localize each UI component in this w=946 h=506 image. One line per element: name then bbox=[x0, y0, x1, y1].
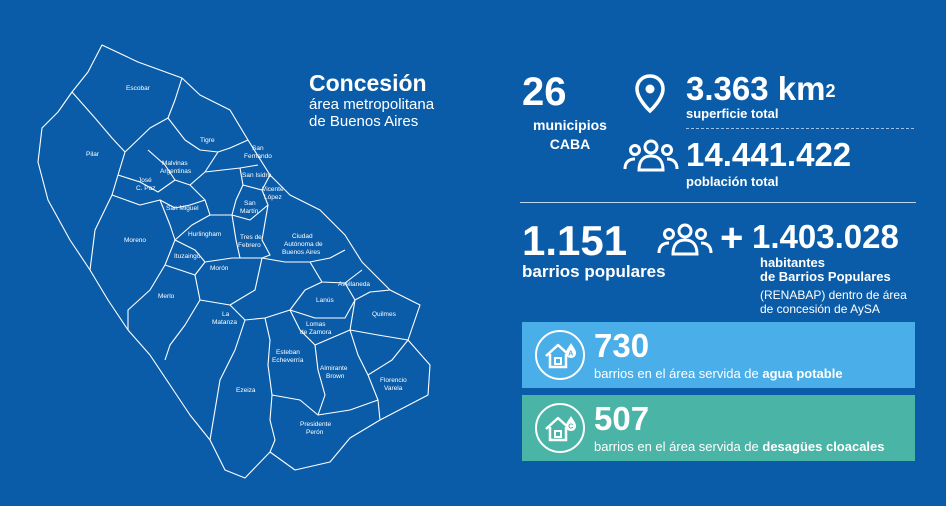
people-group-icon-2 bbox=[657, 223, 713, 256]
water-barrios-text: barrios en el área servida de agua potab… bbox=[594, 366, 843, 381]
surface-value: 3.363 km2 bbox=[686, 70, 835, 108]
population-value: 14.441.422 bbox=[686, 136, 852, 173]
map-label-vicente-lopez-2: López bbox=[264, 194, 282, 201]
municipios-label: municipios bbox=[533, 117, 607, 133]
surface-label: superficie total bbox=[686, 106, 779, 121]
map-label-esteban-echeverria-2: Echeverría bbox=[272, 357, 304, 364]
water-barrios-count: 730 bbox=[594, 327, 650, 364]
map-label-quilmes: Quilmes bbox=[372, 311, 397, 318]
map-label-ezeiza: Ezeiza bbox=[236, 387, 256, 394]
map-label-san-martin-2: Martín bbox=[240, 208, 259, 215]
people-group-icon bbox=[623, 139, 679, 172]
plus-sign: + bbox=[720, 216, 744, 260]
barrios-populares-label: barrios populares bbox=[522, 262, 666, 281]
map-label-pilar: Pilar bbox=[86, 151, 100, 158]
map-label-ituzaingo: Ituzaingó bbox=[174, 253, 201, 260]
habitantes-note-2: de concesión de AySA bbox=[760, 302, 880, 316]
population-label: población total bbox=[686, 174, 779, 189]
map-label-san-miguel: San Miguel bbox=[166, 205, 199, 212]
map-label-tres-de-febrero-2: Febrero bbox=[238, 242, 261, 249]
surface-unit-exponent: 2 bbox=[825, 81, 836, 101]
map-label-jose-c-paz: José bbox=[138, 177, 152, 184]
map-label-lomas-de-zamora: Lomas bbox=[306, 321, 326, 328]
barrios-populares-count: 1.151 bbox=[522, 217, 628, 264]
section-divider bbox=[520, 202, 916, 203]
svg-text:C: C bbox=[568, 424, 573, 431]
habitantes-value: 1.403.028 bbox=[752, 218, 899, 255]
map-label-hurlingham: Hurlingham bbox=[188, 231, 221, 238]
map-label-escobar: Escobar bbox=[126, 85, 151, 92]
habitantes-label: habitantes bbox=[760, 255, 826, 270]
service-box-water: A 730 barrios en el área servida de agua… bbox=[522, 322, 915, 388]
map-label-moron: Morón bbox=[210, 265, 229, 272]
sewer-text-bold: desagües cloacales bbox=[762, 439, 885, 454]
map-label-san-fernando-2: Fernando bbox=[244, 153, 272, 160]
municipios-count: 26 bbox=[522, 70, 567, 114]
location-pin-icon bbox=[635, 74, 665, 114]
svg-text:A: A bbox=[568, 351, 573, 358]
map-label-malvinas-2: Argentinas bbox=[160, 168, 192, 175]
sewer-barrios-count: 507 bbox=[594, 400, 650, 437]
concession-subtitle-line1: área metropolitana bbox=[309, 96, 435, 113]
map-label-almirante-brown: Almirante bbox=[320, 365, 348, 372]
map-label-malvinas: Malvinas bbox=[162, 160, 188, 167]
map-label-lomas-de-zamora-2: de Zamora bbox=[300, 329, 332, 336]
map-label-moreno: Moreno bbox=[124, 237, 146, 244]
municipios-label-block: municipios CABA bbox=[522, 116, 618, 154]
map-label-vicente-lopez: Vicente bbox=[262, 186, 284, 193]
map-label-tigre: Tigre bbox=[200, 137, 215, 144]
map-label-la-matanza: La bbox=[222, 311, 230, 318]
map-label-caba-2: Autónoma de bbox=[284, 241, 323, 248]
map-label-san-isidro: San Isidro bbox=[242, 172, 272, 179]
service-box-sewer: C 507 barrios en el área servida de desa… bbox=[522, 395, 915, 461]
map-label-merlo: Merlo bbox=[158, 293, 175, 300]
habitantes-note: (RENABAP) dentro de área bbox=[760, 288, 907, 302]
house-water-icon: A bbox=[535, 330, 585, 380]
stats-dashed-divider bbox=[686, 128, 914, 129]
map-label-la-matanza-2: Matanza bbox=[212, 319, 237, 326]
map-label-avellaneda: Avellaneda bbox=[338, 281, 370, 288]
concession-subtitle-line2: de Buenos Aires bbox=[309, 113, 419, 130]
surface-number: 3.363 km bbox=[686, 70, 826, 107]
map-label-caba-3: Buenos Aires bbox=[282, 249, 321, 256]
sewer-text-pre: barrios en el área servida de bbox=[594, 439, 763, 454]
concession-title: Concesión bbox=[309, 70, 427, 96]
map-label-almirante-brown-2: Brown bbox=[326, 373, 345, 380]
map-label-san-martin: San bbox=[244, 200, 256, 207]
concession-title-block: Concesión área metropolitana de Buenos A… bbox=[309, 70, 434, 130]
map-label-presidente-peron-2: Perón bbox=[306, 429, 324, 436]
sewer-barrios-text: barrios en el área servida de desagües c… bbox=[594, 439, 885, 454]
habitantes-label-2: de Barrios Populares bbox=[760, 269, 891, 284]
water-text-bold: agua potable bbox=[762, 366, 843, 381]
map-label-caba: Ciudad bbox=[292, 233, 313, 240]
map-label-florencio-varela: Florencio bbox=[380, 377, 407, 384]
house-sewer-icon: C bbox=[535, 403, 585, 453]
map-label-jose-c-paz-2: C. Paz bbox=[136, 185, 156, 192]
map-label-florencio-varela-2: Varela bbox=[384, 385, 403, 392]
map-label-presidente-peron: Presidente bbox=[300, 421, 331, 428]
map-label-tres-de-febrero: Tres de bbox=[240, 234, 262, 241]
map-label-esteban-echeverria: Esteban bbox=[276, 349, 300, 356]
municipalities-map: Escobar Pilar Tigre Malvinas Argentinas … bbox=[37, 44, 431, 479]
map-label-lanus: Lanús bbox=[316, 297, 334, 304]
water-text-pre: barrios en el área servida de bbox=[594, 366, 763, 381]
caba-label: CABA bbox=[549, 136, 591, 152]
map-label-san-fernando: San bbox=[252, 145, 264, 152]
